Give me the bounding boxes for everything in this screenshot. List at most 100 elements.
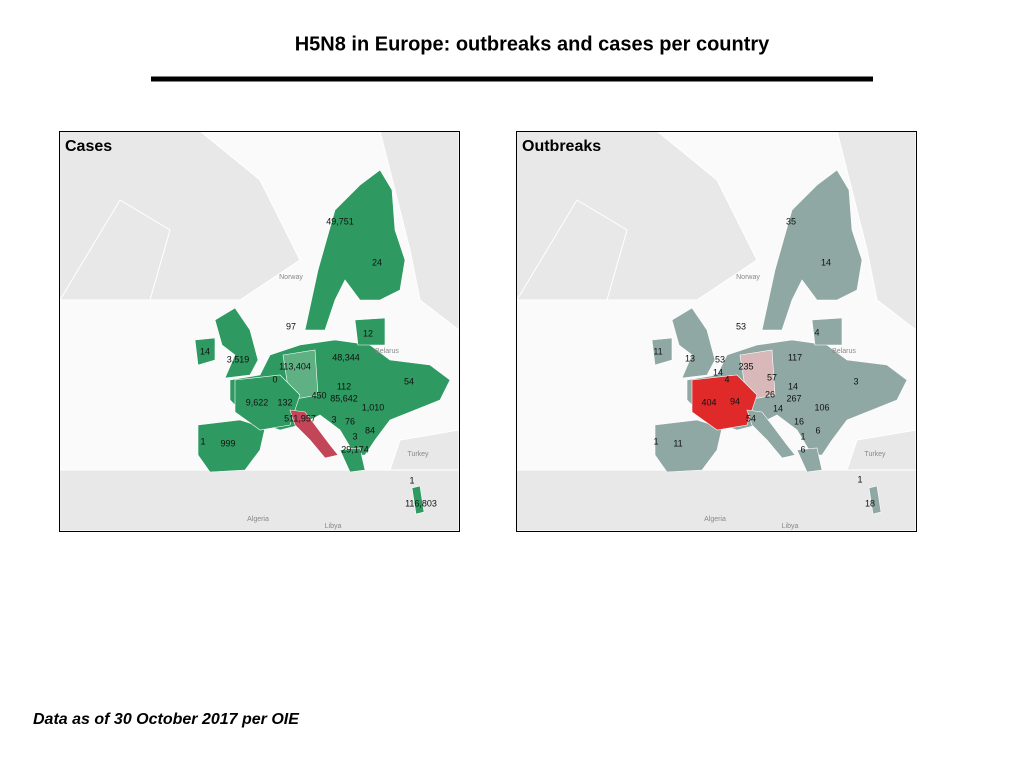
land	[379, 131, 459, 331]
country-value: 97	[286, 321, 296, 331]
country-value: 106	[814, 402, 829, 412]
country-value: 48,344	[332, 352, 360, 362]
land	[516, 469, 916, 531]
place-name: Algeria	[247, 516, 269, 523]
country-value: 94	[730, 396, 740, 406]
country-value: 113,404	[279, 361, 311, 371]
country-value: 4	[724, 374, 729, 384]
land	[59, 469, 459, 531]
country-value: 267	[786, 393, 801, 403]
country-italy	[746, 409, 796, 459]
country-levant	[411, 485, 425, 515]
country-value: 13	[685, 353, 695, 363]
country-value: 18	[865, 498, 875, 508]
country-value: 117	[788, 352, 802, 362]
place-name: Turkey	[407, 451, 429, 458]
country-value: 54	[404, 376, 414, 386]
country-value: 511,957	[284, 413, 316, 423]
place-name: Turkey	[864, 451, 886, 458]
country-iberia	[197, 419, 266, 473]
country-value: 26	[765, 389, 775, 399]
country-ireland	[651, 337, 673, 366]
country-value: 4	[814, 327, 819, 337]
country-value: 1	[200, 436, 205, 446]
map-layer: NorwayBelarusTurkeyAlgeriaLibya351453411…	[516, 131, 916, 531]
country-value: 3	[331, 414, 336, 424]
land	[59, 199, 171, 301]
country-value: 54	[746, 413, 756, 423]
country-france	[234, 374, 301, 431]
country-value: 16	[794, 416, 804, 426]
country-value: 35	[786, 216, 796, 226]
map-layer: Norway Belarus Turkey Algeria Libya 49,751 24 9…	[59, 131, 459, 531]
country-scandinavia	[761, 169, 863, 331]
country-scandinavia	[304, 169, 406, 331]
country-value: 53	[736, 321, 746, 331]
country-value: 1	[857, 474, 862, 484]
place-name: Norway	[279, 274, 303, 281]
country-uk	[214, 307, 259, 379]
country-value: 84	[365, 425, 375, 435]
country-baltics	[811, 317, 843, 346]
title: H5N8 in Europe: outbreaks and cases per …	[295, 33, 770, 55]
country-value: 29,174	[341, 444, 369, 454]
country-levant	[868, 485, 882, 515]
country-value: 53	[715, 354, 725, 364]
map-title: Outbreaks	[522, 138, 601, 155]
country-value: 11	[673, 438, 682, 448]
country-value: 450	[311, 390, 326, 400]
map-frame	[59, 131, 460, 532]
country-value: 3	[352, 431, 357, 441]
land	[389, 429, 459, 471]
country-value: 14	[773, 403, 783, 413]
country-value: 404	[701, 397, 716, 407]
land	[836, 131, 916, 331]
country-value: 1	[653, 436, 658, 446]
country-uk	[671, 307, 716, 379]
land	[846, 429, 916, 471]
country-value: 132	[277, 397, 292, 407]
country-value: 0	[272, 374, 277, 384]
place-name: Norway	[736, 274, 760, 281]
map-panel: Norway Belarus Turkey Algeria Libya 49,751 24 9…	[59, 131, 460, 532]
country-greece	[339, 447, 366, 473]
country-iberia	[654, 419, 723, 473]
country-value: 76	[345, 416, 355, 426]
country-value: 116,803	[405, 498, 437, 508]
country-value: 85,642	[330, 393, 358, 403]
country-value: 57	[767, 372, 777, 382]
place-name: Belarus	[375, 348, 399, 355]
country-italy	[289, 409, 339, 459]
country-value: 235	[738, 361, 753, 371]
country-value: 6	[800, 444, 805, 454]
country-value: 14	[200, 346, 210, 356]
place-name: Libya	[782, 523, 799, 530]
country-value: 999	[220, 438, 235, 448]
country-value: 49,751	[326, 216, 354, 226]
country-value: 12	[363, 328, 373, 338]
country-value: 6	[815, 425, 820, 435]
place-name: Belarus	[832, 348, 856, 355]
country-value: 14	[788, 381, 798, 391]
country-value: 3,519	[227, 354, 250, 364]
country-value: 1	[409, 475, 414, 485]
map-frame	[516, 131, 917, 532]
country-value: 1	[800, 431, 805, 441]
country-value: 14	[713, 367, 723, 377]
country-value: 24	[372, 257, 382, 267]
land	[516, 199, 628, 301]
place-name: Algeria	[704, 516, 726, 523]
map-panel: NorwayBelarusTurkeyAlgeriaLibya351453411…	[516, 131, 917, 532]
country-value: 112	[337, 381, 351, 391]
country-ireland	[194, 337, 216, 366]
country-value: 1,010	[362, 402, 385, 412]
country-baltics	[354, 317, 386, 346]
country-value: 3	[853, 376, 858, 386]
map-title: Cases	[65, 138, 112, 155]
country-value: 11	[653, 346, 662, 356]
place-name: Libya	[325, 523, 342, 530]
country-value: 9,622	[246, 397, 269, 407]
footer: Data as of 30 October 2017 per OIE	[33, 711, 300, 728]
